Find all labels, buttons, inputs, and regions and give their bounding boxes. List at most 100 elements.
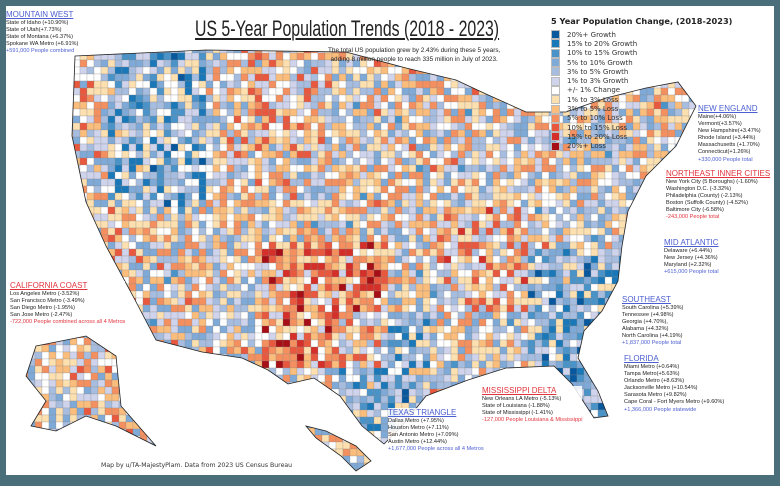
county-cell [79, 192, 88, 201]
county-cell [429, 325, 438, 334]
county-cell [506, 248, 515, 257]
county-cell [464, 360, 473, 369]
county-cell [191, 227, 200, 236]
county-cell [338, 171, 347, 180]
county-cell [443, 346, 452, 355]
county-cell [548, 164, 557, 173]
county-cell [128, 136, 137, 145]
county-cell [611, 220, 620, 229]
county-cell [121, 227, 130, 236]
county-cell [359, 73, 368, 82]
county-cell [450, 339, 459, 348]
county-cell [653, 283, 662, 292]
county-cell [331, 66, 340, 75]
county-cell [513, 192, 522, 201]
county-cell [233, 255, 242, 264]
county-cell [177, 213, 186, 222]
county-cell [163, 171, 172, 180]
county-cell [205, 213, 214, 222]
county-cell [177, 367, 186, 376]
county-cell [478, 136, 487, 145]
county-cell [331, 241, 340, 250]
county-cell [590, 213, 599, 222]
county-cell [597, 409, 606, 418]
county-cell [436, 325, 445, 334]
county-cell [471, 262, 480, 271]
county-cell [681, 346, 690, 355]
county-cell [527, 269, 536, 278]
county-cell [184, 416, 193, 425]
county-cell [471, 388, 480, 397]
county-cell [275, 353, 284, 362]
county-cell [359, 213, 368, 222]
county-cell [394, 136, 403, 145]
county-cell [415, 164, 424, 173]
county-cell [240, 115, 249, 124]
county-cell [268, 234, 277, 243]
county-cell [387, 332, 396, 341]
county-cell [142, 220, 151, 229]
county-cell [443, 199, 452, 208]
county-cell [156, 220, 165, 229]
county-cell [492, 318, 501, 327]
county-cell [485, 360, 494, 369]
county-cell [149, 185, 158, 194]
county-cell [639, 185, 648, 194]
county-cell [107, 171, 116, 180]
county-cell [513, 164, 522, 173]
county-cell [198, 367, 207, 376]
county-cell [429, 227, 438, 236]
county-cell [93, 136, 102, 145]
county-cell [289, 395, 298, 404]
county-cell [338, 220, 347, 229]
county-cell [359, 94, 368, 103]
county-cell [611, 374, 620, 383]
county-cell [415, 108, 424, 117]
county-cell [674, 157, 683, 166]
county-cell [380, 66, 389, 75]
county-cell [506, 374, 515, 383]
county-cell [338, 304, 347, 313]
county-cell [324, 248, 333, 257]
county-cell [345, 304, 354, 313]
county-cell [597, 157, 606, 166]
county-cell [653, 234, 662, 243]
county-cell [534, 150, 543, 159]
county-cell [611, 290, 620, 299]
county-cell [170, 150, 179, 159]
county-cell [86, 50, 95, 54]
county-cell [457, 66, 466, 75]
county-cell [590, 255, 599, 264]
county-cell [296, 52, 305, 61]
county-cell [541, 157, 550, 166]
county-cell [688, 325, 696, 334]
county-cell [590, 367, 599, 376]
county-cell [625, 283, 634, 292]
county-cell [408, 276, 417, 285]
county-cell [457, 353, 466, 362]
county-cell [310, 122, 319, 131]
county-cell [646, 178, 655, 187]
county-cell [79, 66, 88, 75]
county-cell [366, 248, 375, 257]
county-cell [541, 108, 550, 117]
county-cell [219, 248, 228, 257]
county-cell [289, 192, 298, 201]
county-cell [471, 395, 480, 404]
county-cell [569, 318, 578, 327]
county-cell [394, 108, 403, 117]
county-cell [485, 290, 494, 299]
county-cell [569, 185, 578, 194]
county-cell [471, 255, 480, 264]
county-cell [604, 332, 613, 341]
county-cell [604, 192, 613, 201]
county-cell [128, 318, 137, 327]
county-cell [380, 297, 389, 306]
county-cell [520, 227, 529, 236]
county-cell [128, 262, 137, 271]
county-cell [457, 318, 466, 327]
county-cell [604, 213, 613, 222]
county-cell [401, 234, 410, 243]
county-cell [422, 101, 431, 110]
county-cell [324, 115, 333, 124]
